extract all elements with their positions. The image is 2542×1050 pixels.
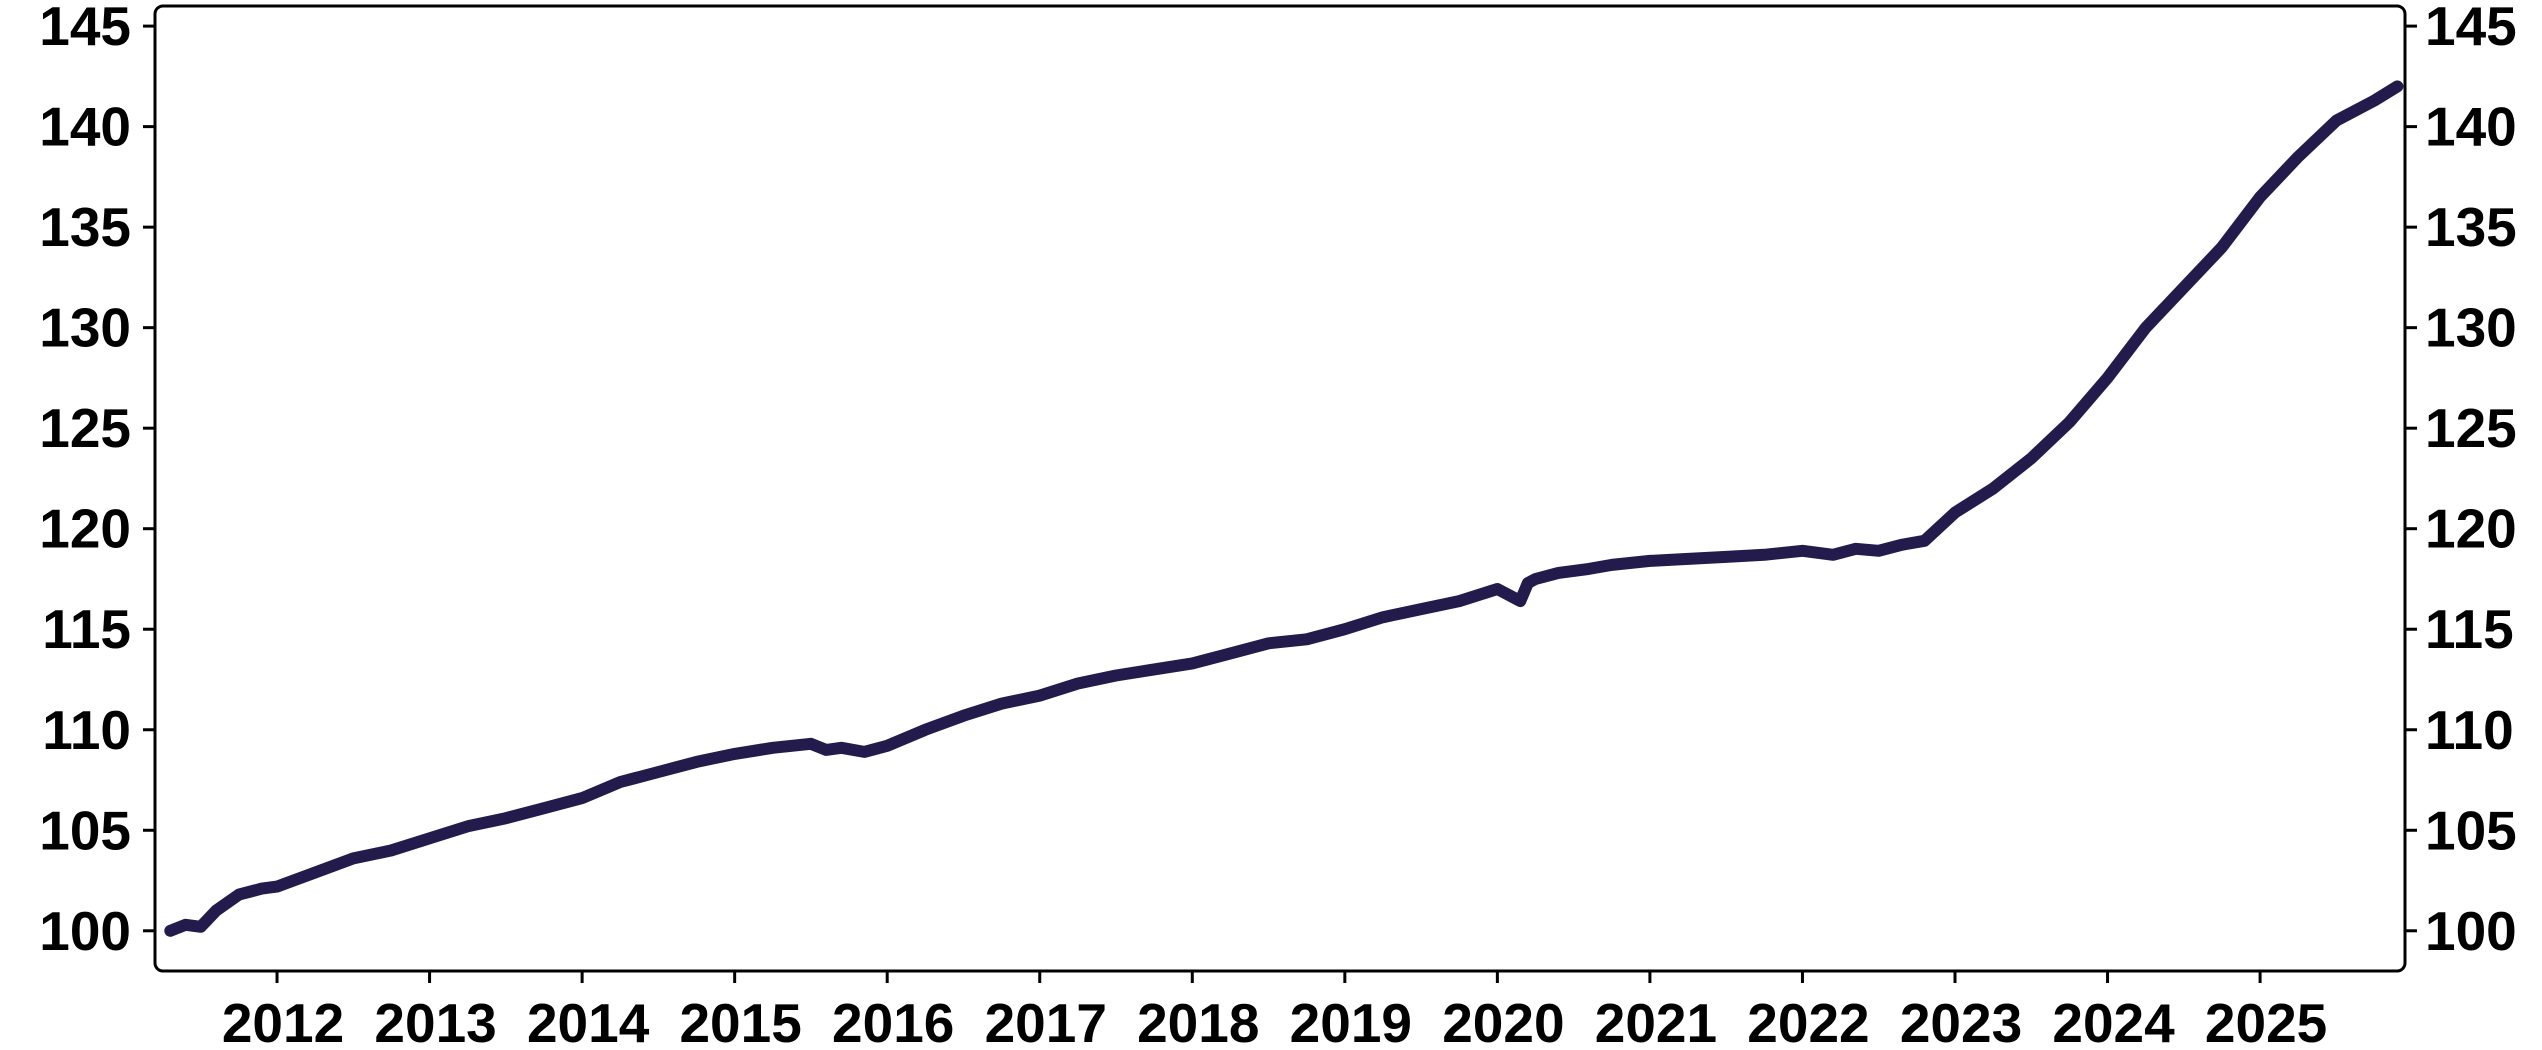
x-tick-label: 2025	[2205, 992, 2327, 1050]
y-tick-label-left: 120	[39, 498, 131, 560]
x-tick-label: 2021	[1595, 992, 1717, 1050]
y-tick-label-left: 130	[39, 297, 131, 359]
y-tick-label-right: 100	[2425, 900, 2517, 962]
y-tick-label-right: 110	[2425, 699, 2514, 761]
y-tick-label-left: 125	[39, 397, 131, 459]
x-tick-label: 2020	[1442, 992, 1564, 1050]
y-tick-label-left: 115	[42, 598, 131, 660]
y-tick-label-right: 130	[2425, 297, 2517, 359]
y-tick-label-right: 145	[2425, 0, 2517, 57]
x-tick-label: 2013	[374, 992, 496, 1050]
x-tick-label: 2024	[2052, 992, 2175, 1050]
y-tick-label-left: 145	[39, 0, 131, 57]
y-tick-label-left: 105	[39, 799, 131, 861]
y-tick-label-right: 105	[2425, 799, 2517, 861]
plot-frame	[153, 4, 2407, 973]
series-line	[164, 80, 2404, 937]
x-tick-label: 2015	[679, 992, 801, 1050]
x-tick-label: 2023	[1900, 992, 2022, 1050]
x-axis: 2012 2013 2014 2015 2016 2017 2018 2019 2020 2021…	[222, 971, 2327, 1050]
x-tick-label: 2016	[832, 992, 954, 1050]
y-tick-label-left: 110	[42, 699, 131, 761]
x-tick-label: 2012	[222, 992, 344, 1050]
x-tick-label: 2017	[985, 992, 1107, 1050]
y-axis-left: 100 105 110 115 120 125 130 135 140 145	[39, 0, 155, 962]
y-tick-label-left: 140	[39, 96, 131, 158]
y-axis-right: 100 105 110 115 120 125 130 135 140 145	[2405, 0, 2517, 962]
x-tick-label: 2018	[1137, 992, 1259, 1050]
y-tick-label-left: 100	[39, 900, 131, 962]
x-tick-label: 2019	[1290, 992, 1412, 1050]
x-tick-label: 2022	[1747, 992, 1869, 1050]
x-tick-label: 2014	[527, 992, 650, 1050]
y-tick-label-right: 120	[2425, 498, 2517, 560]
y-tick-label-right: 115	[2425, 598, 2514, 660]
y-tick-label-left: 135	[39, 196, 131, 258]
y-tick-label-right: 140	[2425, 96, 2517, 158]
y-tick-label-right: 135	[2425, 196, 2517, 258]
y-tick-label-right: 125	[2425, 397, 2517, 459]
